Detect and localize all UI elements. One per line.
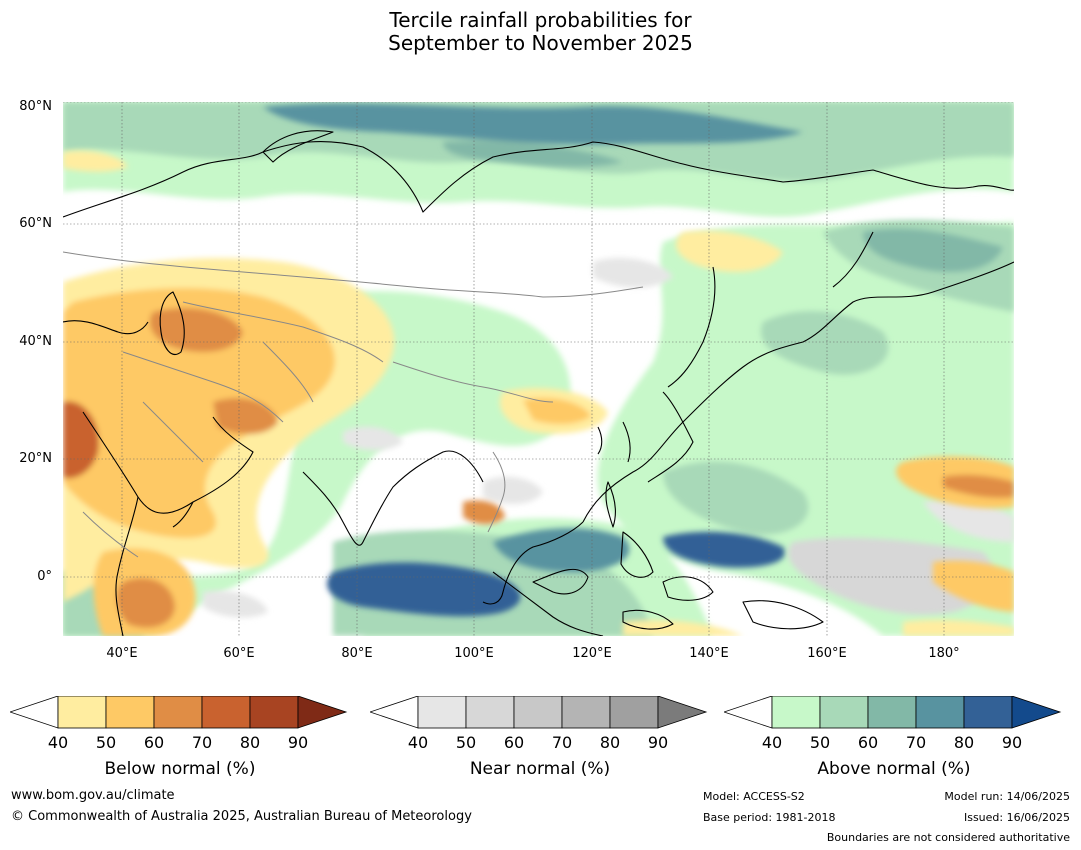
lat-label-80n: 80°N — [19, 99, 52, 114]
footer-base-period: Base period: 1981-2018 — [703, 811, 836, 824]
lon-label-180: 180° — [928, 646, 960, 661]
colorbar-below-bin-40 — [57, 696, 107, 729]
colorbar-tick: 40 — [47, 733, 69, 752]
colorbar-tick: 80 — [953, 733, 975, 752]
colorbar-above-bin-60 — [867, 696, 917, 729]
map-canvas — [63, 102, 1014, 636]
colorbar-above-max-arrow — [1011, 696, 1062, 729]
colorbar-tick: 60 — [857, 733, 879, 752]
colorbar-below-title: Below normal (%) — [104, 759, 256, 779]
colorbar-near-title: Near normal (%) — [469, 759, 611, 779]
lat-label-60n: 60°N — [19, 216, 52, 231]
map-title: Tercile rainfall probabilities for Septe… — [0, 9, 1081, 55]
below-normal-fields — [63, 150, 1014, 636]
colorbar-tick: 90 — [647, 733, 669, 752]
colorbar-tick: 50 — [809, 733, 831, 752]
footer-copyright: © Commonwealth of Australia 2025, Austra… — [11, 809, 472, 824]
colorbar-above-bin-50 — [819, 696, 869, 729]
colorbar-below-bin-60 — [153, 696, 203, 729]
colorbar-near-bin-80 — [609, 696, 659, 729]
colorbar-below-max-arrow — [297, 696, 348, 729]
lon-label-140e: 140°E — [689, 646, 729, 661]
lon-label-100e: 100°E — [454, 646, 494, 661]
colorbar-above-bin-70 — [915, 696, 965, 729]
colorbar-near-normal — [370, 696, 708, 729]
lon-label-40e: 40°E — [106, 646, 138, 661]
footer-model-run: Model run: 14/06/2025 — [944, 790, 1070, 803]
colorbar-above-bin-80 — [963, 696, 1013, 729]
coastlines — [63, 130, 1014, 636]
colorbar-tick: 90 — [287, 733, 309, 752]
probability-map — [63, 102, 1014, 636]
graticule — [63, 102, 1014, 636]
colorbar-near-max-arrow — [657, 696, 708, 729]
footer-issued: Issued: 16/06/2025 — [963, 811, 1070, 824]
colorbar-tick: 40 — [761, 733, 783, 752]
lon-label-60e: 60°E — [223, 646, 255, 661]
lon-label-160e: 160°E — [807, 646, 847, 661]
colorbar-near-min-arrow — [370, 696, 419, 729]
country-borders — [63, 251, 644, 558]
title-line-2: September to November 2025 — [388, 31, 693, 55]
colorbar-tick: 80 — [239, 733, 261, 752]
near-normal-fields — [203, 257, 1014, 618]
colorbar-tick: 70 — [191, 733, 213, 752]
colorbar-near-bin-60 — [513, 696, 563, 729]
lon-label-120e: 120°E — [572, 646, 612, 661]
colorbar-below-bin-80 — [249, 696, 299, 729]
colorbar-near-bin-50 — [465, 696, 515, 729]
colorbar-near-bin-40 — [417, 696, 467, 729]
colorbar-tick: 50 — [455, 733, 477, 752]
colorbar-tick: 80 — [599, 733, 621, 752]
colorbar-tick: 70 — [905, 733, 927, 752]
colorbar-above-min-arrow — [724, 696, 773, 729]
colorbar-below-min-arrow — [10, 696, 59, 729]
colorbar-below-bin-70 — [201, 696, 251, 729]
lat-label-0: 0° — [37, 569, 52, 584]
colorbar-tick: 60 — [143, 733, 165, 752]
colorbar-above-title: Above normal (%) — [817, 759, 971, 779]
colorbar-tick: 70 — [551, 733, 573, 752]
colorbar-tick: 40 — [407, 733, 429, 752]
lat-label-20n: 20°N — [19, 451, 52, 466]
lat-label-40n: 40°N — [19, 334, 52, 349]
colorbar-tick: 50 — [95, 733, 117, 752]
above-normal-high — [263, 103, 1003, 617]
colorbar-above-bin-40 — [771, 696, 821, 729]
colorbar-below-normal — [10, 696, 348, 729]
title-line-1: Tercile rainfall probabilities for — [389, 8, 692, 32]
colorbar-tick: 90 — [1001, 733, 1023, 752]
footer-boundaries-note: Boundaries are not considered authoritat… — [826, 831, 1070, 844]
colorbar-near-bin-70 — [561, 696, 611, 729]
colorbar-tick: 60 — [503, 733, 525, 752]
lon-label-80e: 80°E — [341, 646, 373, 661]
colorbar-above-normal — [724, 696, 1062, 729]
footer-model: Model: ACCESS-S2 — [703, 790, 805, 803]
colorbar-below-bin-50 — [105, 696, 155, 729]
footer-website-link[interactable]: www.bom.gov.au/climate — [11, 788, 175, 803]
